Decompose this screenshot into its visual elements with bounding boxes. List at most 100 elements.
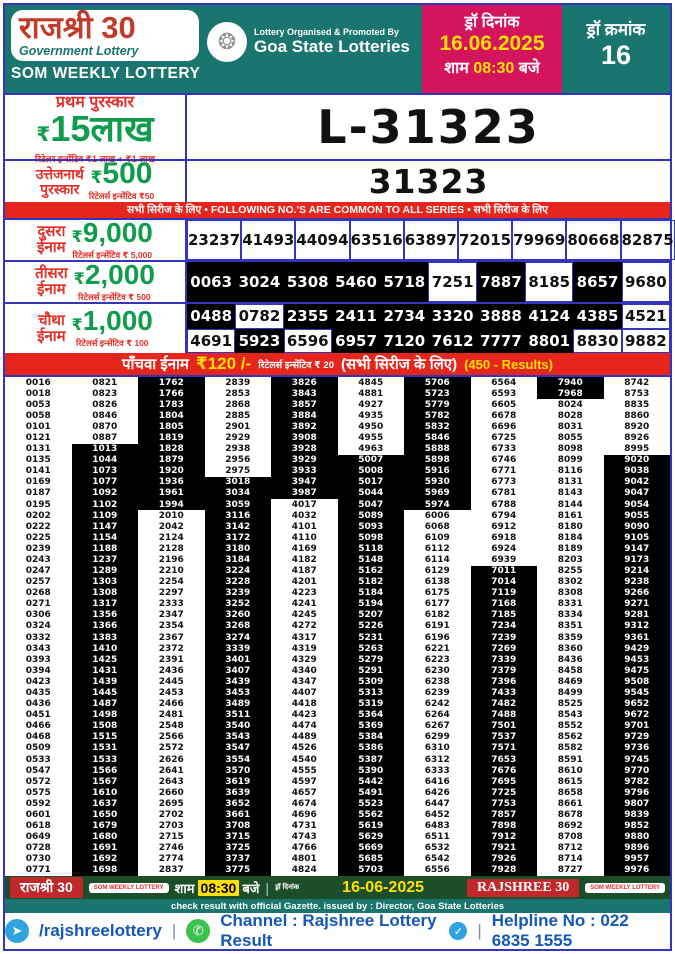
third-prize-label: तीसरा ईनाम ₹2,000 रिटेलर्स इन्सेंटिव ₹ 5… (5, 260, 187, 302)
prize-number: 8185 (525, 262, 574, 302)
result-number: 6564 (491, 377, 517, 388)
result-number: 3547 (204, 742, 271, 755)
telegram-icon[interactable]: ➤ (5, 919, 29, 943)
result-number: 9652 (603, 698, 670, 710)
result-number: 9453 (603, 654, 670, 666)
result-number: 8203 (557, 554, 583, 565)
result-number: 5619 (337, 820, 404, 832)
result-number: 8525 (557, 699, 583, 710)
result-number: 4245 (291, 610, 317, 621)
result-number: 3619 (204, 776, 271, 788)
result-number: 5706 (404, 377, 471, 389)
result-number: 3034 (204, 487, 271, 499)
result-number: 3652 (204, 798, 271, 810)
footer-time-suffix: बजे (242, 880, 260, 896)
prize-number: 82875 (620, 220, 675, 260)
result-number: 5194 (337, 598, 404, 610)
footer-brand-english: RAJSHREE 30 (467, 878, 580, 897)
result-number: 4223 (291, 588, 317, 599)
result-number: 5523 (337, 798, 404, 810)
result-number: 8308 (557, 588, 583, 599)
result-number: 3892 (271, 421, 338, 433)
prize-number: 72015 (457, 220, 513, 260)
helpline-number[interactable]: Helpline No : 022 6835 1555 (491, 911, 629, 950)
result-number: 1013 (71, 443, 138, 455)
consolation-label: उत्तेजनार्थ पुरस्कार ₹500 रिटेलर्स इन्से… (5, 159, 187, 202)
footer-time: शाम 08:30 बजे (175, 879, 260, 897)
result-number: 2868 (225, 399, 251, 410)
result-number: 8582 (557, 743, 583, 754)
result-number: 6221 (424, 643, 450, 654)
results-grid: 0016 0821 1762 2839 3826 4845 5706 6564 7940 8742… (5, 375, 670, 876)
result-number: 8469 (557, 676, 583, 687)
result-number: 7269 (470, 643, 537, 655)
result-number: 3260 (204, 609, 271, 621)
channel-name[interactable]: Channel : Rajshree Lottery Result (220, 911, 437, 950)
whatsapp-icon[interactable]: ✆ (186, 919, 211, 943)
result-number: 6542 (424, 854, 450, 865)
result-number: 6556 (424, 865, 450, 876)
result-number: 1188 (71, 543, 138, 555)
result-number: 5007 (337, 454, 404, 466)
result-number: 5969 (404, 487, 471, 499)
result-number: 5442 (337, 776, 404, 788)
fifth-prize-bar: पाँचवा ईनाम ₹120 /- रिटेलर्स इन्सेंटिव ₹… (5, 353, 670, 375)
result-number: 9745 (603, 754, 670, 766)
result-number: 4101 (291, 521, 317, 532)
result-number: 0436 (25, 699, 51, 710)
result-number: 1691 (71, 842, 138, 854)
result-number: 8144 (557, 499, 583, 510)
result-number: 1805 (138, 421, 205, 433)
result-number: 0870 (92, 421, 118, 432)
result-number: 2347 (158, 610, 184, 621)
result-number: 6182 (424, 610, 450, 621)
telegram-handle[interactable]: /rajshreelottery (39, 921, 162, 940)
result-number: 7488 (470, 709, 537, 721)
result-number: 4743 (291, 832, 317, 843)
result-number: 7239 (470, 632, 537, 644)
result-number: 5723 (404, 388, 471, 400)
result-number: 8860 (624, 410, 650, 421)
result-number: 1498 (71, 709, 138, 721)
result-number: 9896 (603, 842, 670, 854)
result-number: 7695 (470, 776, 537, 788)
result-number: 5319 (337, 698, 404, 710)
result-number: 9312 (603, 620, 670, 633)
prize-number: 8830 (573, 328, 622, 353)
result-number: 8116 (557, 466, 583, 477)
fifth-prize-label: पाँचवा ईनाम (122, 356, 189, 373)
draw-date-label: ड्रॉ दिनांक (464, 14, 520, 31)
footer-bar: राजश्री 30 SOM WEEKLY LOTTERY शाम 08:30 … (5, 876, 670, 899)
result-number: 5118 (337, 543, 404, 555)
result-number: 9055 (603, 510, 670, 522)
result-number: 8334 (557, 610, 583, 621)
result-number: 0271 (25, 599, 51, 610)
result-number: 1566 (71, 765, 138, 777)
result-number: 9147 (603, 543, 670, 555)
result-number: 8302 (557, 577, 583, 588)
prize-number: 4521 (621, 304, 670, 329)
result-number: 5703 (337, 864, 404, 876)
result-number: 0018 (25, 388, 51, 399)
result-number: 0343 (25, 643, 51, 654)
result-number: 4731 (291, 821, 317, 832)
result-number: 1766 (138, 388, 205, 400)
result-number: 0435 (25, 688, 51, 699)
result-number: 6230 (424, 665, 450, 676)
prize-number: 5718 (380, 262, 429, 302)
fourth-prize-row: चौथा ईनाम ₹1,000 रिटेलर्स इन्सेंटिव ₹ 10… (5, 302, 670, 353)
result-number: 6129 (424, 566, 450, 577)
result-number: 9508 (603, 676, 670, 688)
result-number: 0846 (92, 410, 118, 421)
result-number: 4881 (358, 388, 384, 399)
result-number: 3142 (204, 521, 271, 533)
prize-name-line1: चौथा (37, 311, 65, 329)
second-prize-label: दुसरा ईनाम ₹9,000 रिटेलर्स इन्सेंटिव ₹ 5… (5, 218, 187, 260)
prize-number: 7612 (428, 328, 477, 353)
result-number: 0202 (25, 510, 51, 521)
rupee-symbol: ₹ (73, 270, 85, 288)
result-number: 6794 (491, 510, 517, 521)
result-number: 6733 (491, 444, 517, 455)
result-number: 2643 (158, 776, 184, 787)
result-number: 1994 (138, 498, 205, 511)
